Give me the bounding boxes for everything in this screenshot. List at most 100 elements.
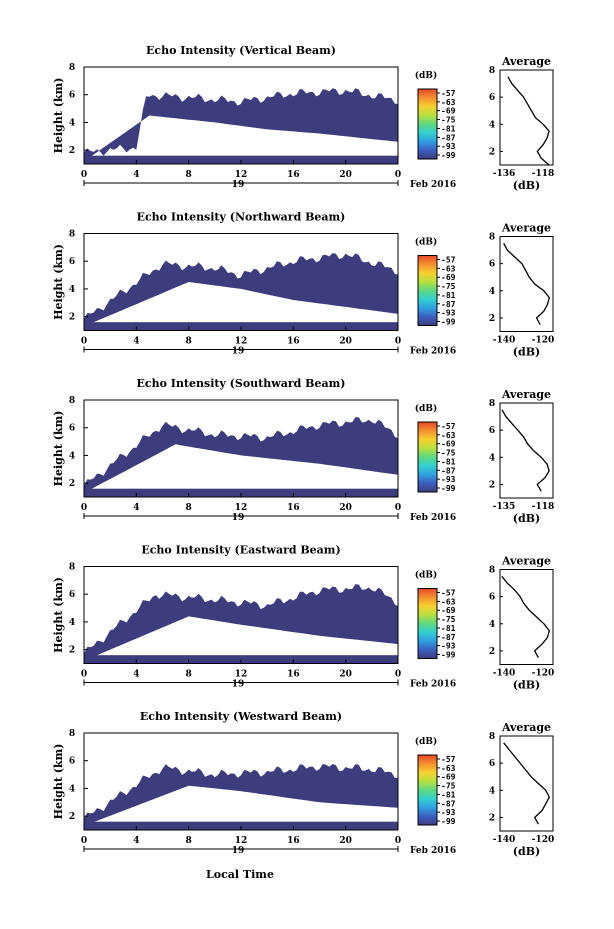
y-axis-label: Height (km) (52, 577, 65, 653)
avg-x-tick-label: -120 (532, 835, 555, 845)
y-axis-label: Height (km) (52, 78, 65, 154)
colorbar-tick-label: -81 (441, 790, 456, 799)
x-tick-label: 4 (133, 836, 139, 846)
x-tick-label: 16 (287, 503, 300, 513)
y-tick-label: 2 (69, 313, 75, 323)
average-title: Average (501, 388, 551, 401)
y-tick-label: 4 (69, 285, 75, 295)
average-frame (499, 69, 554, 166)
surface-echo (84, 322, 398, 331)
x-tick-label: 16 (287, 836, 300, 846)
x-tick-label: 4 (133, 503, 139, 513)
x-tick-label: 0 (81, 670, 87, 680)
avg-y-tick-label: 4 (489, 287, 495, 297)
day-label: 19 (232, 180, 245, 190)
colorbar-tick-label: -69 (441, 107, 456, 116)
average-title: Average (501, 222, 551, 235)
x-tick-label: 16 (287, 337, 300, 347)
avg-x-tick-label: -136 (493, 169, 516, 179)
avg-y-tick-label: 8 (489, 732, 495, 742)
avg-y-tick-label: 8 (489, 66, 495, 76)
colorbar-tick-label: -69 (441, 606, 456, 615)
y-axis-label: Height (km) (52, 244, 65, 320)
day-label: 19 (232, 680, 245, 690)
echo-region (84, 88, 398, 162)
x-tick-label: 12 (235, 170, 248, 180)
colorbar-tick-label: -75 (441, 449, 456, 458)
y-tick-label: 6 (69, 757, 75, 767)
avg-x-label: (dB) (513, 179, 540, 192)
y-tick-label: 6 (69, 590, 75, 600)
colorbar-tick-label: -93 (441, 808, 456, 817)
colorbar-tick-label: -75 (441, 116, 456, 125)
x-tick-label: 0 (81, 503, 87, 513)
x-tick-label: 16 (287, 170, 300, 180)
avg-x-tick-label: -140 (493, 336, 516, 346)
colorbar-tick-label: -63 (441, 98, 456, 107)
colorbar-unit: (dB) (415, 237, 437, 248)
beam-panel-2: Echo Intensity (Southward Beam) 2 4 6 8 Heigh… (52, 377, 554, 525)
x-tick-label: 20 (339, 337, 352, 347)
colorbar-tick-label: -57 (441, 256, 456, 265)
avg-y-tick-label: 2 (489, 813, 495, 823)
colorbar-tick-label: -63 (441, 764, 456, 773)
average-profile (507, 76, 550, 166)
y-tick-label: 8 (69, 563, 75, 573)
colorbar (417, 588, 438, 659)
avg-y-tick-label: 6 (489, 593, 495, 603)
average-frame (499, 236, 554, 332)
x-tick-label: 12 (235, 670, 248, 680)
y-tick-label: 4 (69, 451, 75, 461)
avg-y-tick-label: 2 (489, 647, 495, 657)
avg-y-tick-label: 8 (489, 233, 495, 243)
average-title: Average (501, 55, 551, 68)
x-axis-title: Local Time (206, 868, 274, 881)
x-tick-label: 20 (339, 170, 352, 180)
avg-y-tick-label: 6 (489, 759, 495, 769)
beam-panel-0: Echo Intensity (Vertical Beam) 2 4 6 8 Height… (52, 44, 554, 192)
echo-region (84, 417, 398, 493)
avg-x-tick-label: -118 (532, 169, 555, 179)
avg-x-tick-label: -140 (493, 669, 516, 679)
x-tick-label: 20 (339, 503, 352, 513)
x-tick-label: 12 (235, 337, 248, 347)
colorbar-tick-label: -69 (441, 273, 456, 282)
y-tick-label: 8 (69, 63, 75, 73)
avg-x-label: (dB) (513, 679, 540, 692)
average-frame (499, 735, 554, 832)
colorbar-tick-label: -81 (441, 624, 456, 633)
day-label: 19 (232, 846, 245, 856)
colorbar-tick-label: -99 (441, 151, 456, 160)
x-tick-label: 8 (186, 503, 192, 513)
average-profile (501, 575, 551, 659)
date-label: Feb 2016 (410, 513, 456, 523)
day-label: 19 (232, 347, 245, 357)
average-frame (499, 402, 554, 499)
avg-x-label: (dB) (513, 512, 540, 525)
date-label: Feb 2016 (410, 680, 456, 690)
y-tick-label: 6 (69, 424, 75, 434)
x-tick-label: 4 (133, 170, 139, 180)
colorbar-unit: (dB) (415, 70, 437, 81)
colorbar-tick-label: -99 (441, 484, 456, 493)
colorbar-tick-label: -69 (441, 773, 456, 782)
avg-x-label: (dB) (513, 346, 540, 359)
colorbar-tick-label: -87 (441, 633, 456, 642)
x-tick-label: 16 (287, 670, 300, 680)
beam-panel-1: Echo Intensity (Northward Beam) 2 4 6 8 Heigh… (52, 211, 554, 359)
x-tick-label: 8 (186, 337, 192, 347)
average-profile (503, 242, 551, 326)
colorbar-unit: (dB) (415, 403, 437, 414)
avg-y-tick-label: 4 (489, 120, 495, 130)
day-label: 19 (232, 513, 245, 523)
x-tick-label: 4 (133, 337, 139, 347)
avg-x-tick-label: -118 (532, 502, 555, 512)
x-tick-label: 12 (235, 503, 248, 513)
average-frame (499, 569, 554, 665)
colorbar-unit: (dB) (415, 570, 437, 581)
colorbar-tick-label: -87 (441, 799, 456, 808)
colorbar-tick-label: -93 (441, 142, 456, 151)
y-tick-label: 8 (69, 729, 75, 739)
y-axis-label: Height (km) (52, 744, 65, 820)
